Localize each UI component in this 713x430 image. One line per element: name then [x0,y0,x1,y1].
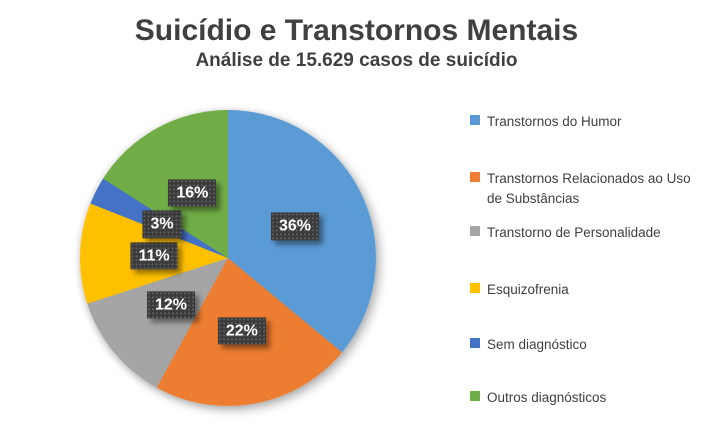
legend-swatch-icon [470,115,480,125]
legend-item: Transtorno de Personalidade [470,223,661,243]
legend-item: Esquizofrenia [470,280,569,300]
pie-slice-label: 12% [146,291,195,319]
pie-slice-label: 3% [142,210,182,238]
pie-slice-label: 36% [270,212,319,241]
legend-label: Transtornos Relacionados ao Uso de Subst… [487,171,691,206]
legend-item: Outros diagnósticos [470,388,606,408]
legend-swatch-icon [470,338,480,348]
chart-title: Suicídio e Transtornos Mentais [134,14,579,47]
legend: Transtornos do Humor Transtornos Relacion… [470,0,710,430]
legend-swatch-icon [470,391,480,401]
pie-slice-label: 11% [130,242,178,270]
chart-subtitle: Análise de 15.629 casos de suicídio [195,49,518,71]
legend-label: Outros diagnósticos [487,390,607,405]
pie-chart: 36% 22% 12% 11% 3% 16% [80,110,376,406]
legend-item: Transtornos do Humor [470,112,622,132]
pie-slice-label: 16% [168,179,217,207]
legend-item: Transtornos Relacionados ao Uso de Subst… [470,169,692,208]
legend-swatch-icon [470,226,480,236]
legend-label: Sem diagnóstico [487,337,587,352]
legend-swatch-icon [470,283,480,293]
legend-swatch-icon [470,172,480,182]
legend-item: Sem diagnóstico [470,335,587,355]
legend-label: Esquizofrenia [487,282,569,297]
legend-label: Transtornos do Humor [487,114,622,129]
legend-label: Transtorno de Personalidade [487,225,661,240]
pie-slice-label: 22% [217,317,266,345]
